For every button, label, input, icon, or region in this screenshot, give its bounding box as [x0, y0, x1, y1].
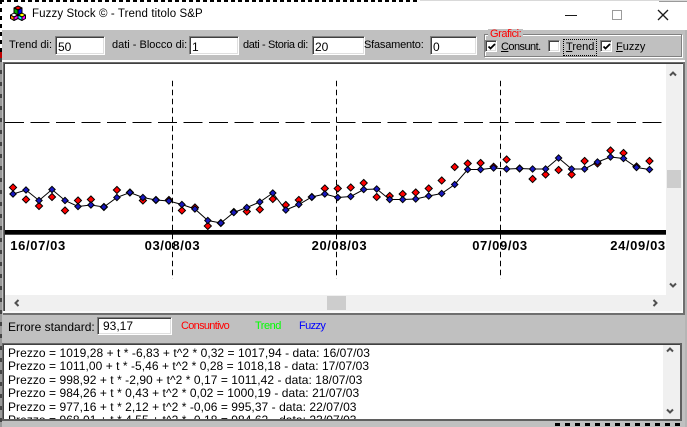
- svg-text:07/09/03: 07/09/03: [472, 238, 528, 253]
- svg-text:03/08/03: 03/08/03: [145, 238, 201, 253]
- svg-text:20/08/03: 20/08/03: [312, 238, 368, 253]
- svg-text:16/07/03: 16/07/03: [10, 238, 66, 253]
- svg-text:24/09/03: 24/09/03: [610, 238, 666, 253]
